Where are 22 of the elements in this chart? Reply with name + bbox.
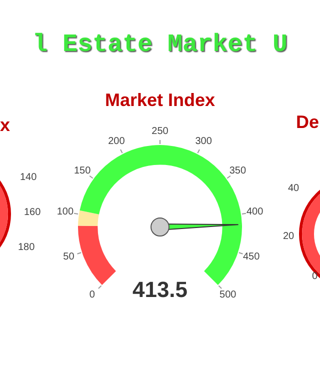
text: 0 [312,271,318,282]
text: 500 [220,290,237,301]
text: 300 [195,136,212,148]
text: De [296,112,320,133]
text: 180 [18,242,35,253]
chart-subtitle: l Estate Market U [31,30,289,59]
text: 50 [63,251,75,262]
text: 250 [152,126,169,137]
text: x [0,115,10,136]
text: 100 [56,206,74,218]
chart-title: Market Index [104,90,216,111]
text: 160 [24,207,41,218]
text: 200 [108,136,126,148]
text: 400 [246,206,264,218]
text: 140 [20,172,37,183]
text: 450 [242,251,260,262]
text: 150 [74,165,92,176]
text: 350 [229,165,246,176]
text: 20 [283,231,294,242]
text: 40 [288,183,300,194]
text: 413.5 [132,277,188,302]
text: 0 [89,290,96,301]
